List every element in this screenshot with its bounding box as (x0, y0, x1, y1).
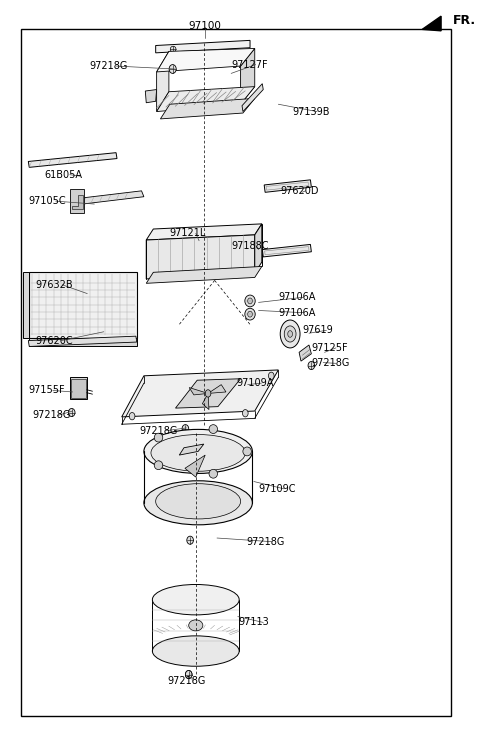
Text: 97620C: 97620C (36, 335, 73, 346)
Ellipse shape (182, 424, 189, 432)
Ellipse shape (154, 461, 163, 470)
Ellipse shape (144, 429, 252, 473)
Polygon shape (262, 244, 312, 257)
Ellipse shape (152, 584, 239, 615)
Ellipse shape (185, 671, 192, 678)
Ellipse shape (170, 46, 176, 52)
Ellipse shape (248, 311, 252, 317)
Polygon shape (156, 40, 250, 53)
Ellipse shape (245, 308, 255, 320)
Polygon shape (72, 195, 83, 209)
Text: 97619: 97619 (302, 325, 333, 335)
Text: 97109A: 97109A (236, 378, 273, 388)
Polygon shape (28, 153, 117, 167)
Polygon shape (146, 224, 262, 240)
Polygon shape (242, 84, 263, 112)
Polygon shape (176, 379, 240, 408)
Text: 97139B: 97139B (292, 106, 330, 117)
Polygon shape (146, 266, 262, 283)
Ellipse shape (268, 372, 274, 379)
Polygon shape (156, 51, 169, 112)
Polygon shape (28, 336, 137, 346)
Text: 97100: 97100 (189, 21, 222, 31)
Text: 97106A: 97106A (278, 292, 316, 302)
Text: 97218G: 97218G (312, 358, 350, 368)
Text: 97632B: 97632B (36, 280, 73, 290)
Text: 97127F: 97127F (231, 59, 268, 70)
Polygon shape (80, 191, 144, 204)
Ellipse shape (205, 390, 211, 397)
Polygon shape (255, 224, 262, 273)
Ellipse shape (69, 408, 75, 416)
Polygon shape (122, 370, 278, 417)
Text: 97105C: 97105C (28, 196, 66, 206)
Ellipse shape (144, 481, 252, 525)
Polygon shape (208, 385, 226, 393)
Polygon shape (422, 16, 441, 31)
Text: 97106A: 97106A (278, 308, 316, 318)
Ellipse shape (209, 469, 217, 478)
Text: 61B05A: 61B05A (45, 170, 83, 180)
Ellipse shape (245, 295, 255, 307)
Ellipse shape (248, 298, 252, 304)
Text: 97218G: 97218G (139, 426, 178, 436)
Ellipse shape (288, 330, 292, 338)
Text: 97218G: 97218G (32, 410, 71, 421)
Bar (29, 272, 137, 338)
Text: 97620D: 97620D (281, 186, 319, 196)
Text: 97109C: 97109C (259, 484, 296, 494)
Ellipse shape (187, 536, 193, 545)
Text: 97218G: 97218G (168, 676, 206, 686)
Text: FR.: FR. (453, 14, 476, 27)
Bar (71, 379, 86, 398)
Ellipse shape (242, 410, 248, 417)
Bar (29, 338, 137, 346)
Bar (23, 272, 29, 338)
Ellipse shape (243, 447, 252, 456)
Polygon shape (264, 180, 312, 192)
Polygon shape (156, 48, 255, 72)
Polygon shape (179, 444, 204, 455)
Polygon shape (160, 98, 255, 119)
Ellipse shape (308, 361, 315, 369)
Text: 97218G: 97218G (90, 61, 128, 71)
Ellipse shape (189, 619, 203, 631)
Polygon shape (156, 87, 255, 112)
Ellipse shape (154, 433, 163, 442)
Polygon shape (145, 90, 156, 103)
Ellipse shape (209, 425, 217, 434)
Text: 97125F: 97125F (312, 343, 348, 353)
Polygon shape (299, 345, 312, 361)
Polygon shape (146, 235, 255, 279)
Polygon shape (240, 48, 255, 104)
Ellipse shape (280, 320, 300, 348)
Ellipse shape (156, 484, 240, 519)
Polygon shape (70, 189, 84, 213)
Text: 97155F: 97155F (28, 385, 65, 396)
Bar (70, 377, 87, 399)
Polygon shape (185, 455, 205, 477)
Ellipse shape (129, 413, 135, 420)
Text: 97218G: 97218G (246, 537, 285, 547)
Text: 97188C: 97188C (231, 241, 269, 251)
Ellipse shape (284, 326, 296, 342)
Ellipse shape (169, 65, 176, 73)
Polygon shape (203, 393, 209, 410)
Text: 97121L: 97121L (170, 228, 206, 239)
Ellipse shape (151, 435, 245, 471)
Ellipse shape (185, 671, 192, 678)
Ellipse shape (152, 636, 239, 666)
Text: 97113: 97113 (238, 617, 269, 628)
Polygon shape (189, 388, 208, 395)
